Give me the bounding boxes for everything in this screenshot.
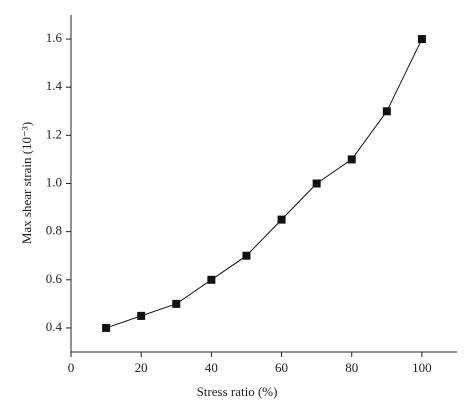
y-axis-label: Max shear strain (10⁻³): [19, 122, 34, 244]
data-point: [207, 275, 216, 284]
y-tick-label: 1.4: [46, 78, 63, 93]
y-tick-label: 0.6: [46, 271, 63, 286]
data-point: [417, 35, 426, 44]
y-tick-label: 0.4: [46, 319, 63, 334]
data-line: [105, 38, 423, 329]
y-tick-label: 1.2: [46, 126, 62, 141]
x-tick-label: 0: [68, 360, 75, 375]
data-point: [277, 215, 286, 224]
y-tick-label: 0.8: [46, 223, 62, 238]
data-point: [242, 251, 251, 260]
data-point: [137, 311, 146, 320]
y-tick-label: 1.6: [46, 30, 63, 45]
x-tick-label: 40: [205, 360, 218, 375]
x-tick-label: 20: [135, 360, 148, 375]
x-tick-label: 100: [412, 360, 432, 375]
y-tick-label: 1.0: [46, 174, 62, 189]
x-tick-label: 80: [345, 360, 358, 375]
data-point: [347, 155, 356, 164]
x-axis-label: Stress ratio (%): [197, 384, 278, 399]
data-point: [102, 323, 111, 332]
data-point: [382, 107, 391, 116]
data-point: [172, 299, 181, 308]
x-tick-label: 60: [275, 360, 288, 375]
data-point: [312, 179, 321, 188]
